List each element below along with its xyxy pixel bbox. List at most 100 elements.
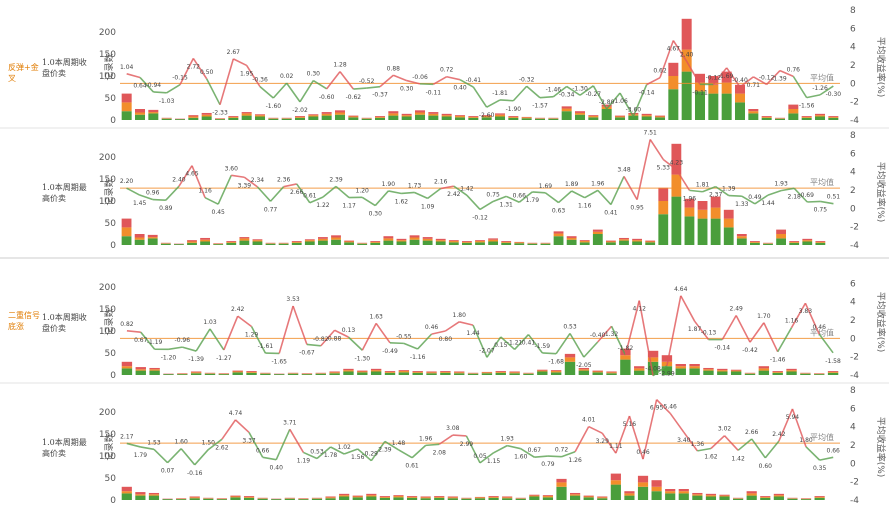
series-line-segment xyxy=(518,191,533,203)
data-label: 0.95 xyxy=(630,205,644,212)
bar-segment xyxy=(255,114,265,116)
bar-segment xyxy=(814,496,825,497)
bar-segment xyxy=(370,242,381,245)
series-line-segment xyxy=(472,86,488,108)
bar-segment xyxy=(348,115,359,117)
bar-segment xyxy=(615,117,625,120)
data-label: -0.14 xyxy=(715,345,731,352)
data-label: 4.65 xyxy=(185,171,199,178)
bar-segment xyxy=(647,357,659,362)
data-label: -0.55 xyxy=(396,333,412,340)
bar-segment xyxy=(746,491,757,494)
data-label: 1.33 xyxy=(735,201,749,208)
bar-segment xyxy=(744,373,756,375)
bar-segment xyxy=(190,371,202,373)
data-label: -0.16 xyxy=(187,470,203,477)
bar-segment xyxy=(291,242,302,245)
bar-segment xyxy=(578,369,590,371)
bar-segment xyxy=(815,116,825,120)
bar-segment xyxy=(393,495,404,497)
series-line-segment xyxy=(506,444,521,450)
series-line-segment xyxy=(126,187,141,196)
data-label: 1.32 xyxy=(605,331,619,338)
bar-segment xyxy=(776,229,786,234)
data-label: 2.42 xyxy=(447,191,461,198)
series-line-segment xyxy=(191,165,206,199)
bar-segment xyxy=(339,495,350,497)
bar-segment xyxy=(243,496,255,497)
series-line-segment xyxy=(466,194,481,210)
data-label: 1.16 xyxy=(578,203,592,210)
bar-segment xyxy=(428,115,439,120)
bar-segment xyxy=(357,372,368,375)
right-tick-label: -2 xyxy=(850,478,859,488)
data-label: 1.31 xyxy=(500,201,514,208)
data-label: -1.03 xyxy=(159,98,175,105)
bar-segment xyxy=(772,372,783,375)
average-label: 平均值 xyxy=(810,177,834,187)
bar-segment xyxy=(527,243,538,245)
group-label: 反弹+金叉 xyxy=(8,62,39,83)
left-axis-label: 记录数 xyxy=(103,433,115,460)
series-line-segment xyxy=(357,448,372,462)
bar-segment xyxy=(632,240,642,242)
bar-segment xyxy=(645,242,656,245)
bar-segment xyxy=(241,112,252,114)
bar-segment xyxy=(406,496,418,497)
bar-segment xyxy=(315,373,326,375)
data-label: -2.05 xyxy=(576,362,592,369)
data-label: 0.62 xyxy=(653,68,667,75)
series-line-segment xyxy=(741,195,756,205)
series-line-segment xyxy=(444,321,460,332)
right-axis-label: 平均收益率(%) xyxy=(875,417,887,478)
bar-segment xyxy=(298,499,309,500)
left-tick-label: 150 xyxy=(99,175,116,185)
data-label: 1.79 xyxy=(526,197,540,204)
data-label: 3.40 xyxy=(677,437,691,444)
data-label: 2.42 xyxy=(231,306,245,313)
series-line-segment xyxy=(343,448,359,455)
bar-segment xyxy=(828,117,839,120)
bar-segment xyxy=(495,113,505,115)
bar-segment xyxy=(352,496,363,498)
bar-segment xyxy=(401,115,412,117)
bar-segment xyxy=(588,117,599,120)
series-line-segment xyxy=(398,449,413,459)
series-line-segment xyxy=(153,448,169,464)
series-line-segment xyxy=(542,352,557,355)
series-line-segment xyxy=(636,139,651,200)
bar-segment xyxy=(428,113,439,116)
series-line-segment xyxy=(168,346,183,351)
bar-segment xyxy=(188,115,199,117)
bar-segment xyxy=(697,209,708,219)
data-label: -1.57 xyxy=(532,103,548,110)
bar-segment xyxy=(201,112,212,115)
series-line-segment xyxy=(221,419,237,440)
bar-segment xyxy=(606,371,617,373)
bar-segment xyxy=(566,237,577,240)
bar-segment xyxy=(226,241,237,242)
data-label: -0.52 xyxy=(359,78,375,85)
data-label: 0.61 xyxy=(405,463,419,470)
bar-segment xyxy=(135,112,145,115)
series-line-segment xyxy=(767,189,782,196)
data-label: 3.37 xyxy=(242,437,256,444)
bar-segment xyxy=(135,114,145,120)
series-line-segment xyxy=(820,200,834,205)
series-line-segment xyxy=(534,455,548,458)
data-label: -1.06 xyxy=(612,98,628,105)
data-label: 1.60 xyxy=(514,454,528,461)
series-line-segment xyxy=(544,192,560,204)
bar-segment xyxy=(665,489,676,492)
bar-segment xyxy=(339,496,350,500)
data-label: -1.39 xyxy=(188,356,204,363)
row-label: 1.0本周期最高价卖 xyxy=(42,437,87,458)
bar-segment xyxy=(521,118,532,120)
right-tick-label: 2 xyxy=(850,186,856,196)
bar-segment xyxy=(501,241,512,242)
series-line-segment xyxy=(486,336,502,358)
bar-segment xyxy=(606,240,616,242)
bar-segment xyxy=(175,119,185,120)
data-label: 5.33 xyxy=(657,164,671,171)
bar-segment xyxy=(564,357,576,362)
